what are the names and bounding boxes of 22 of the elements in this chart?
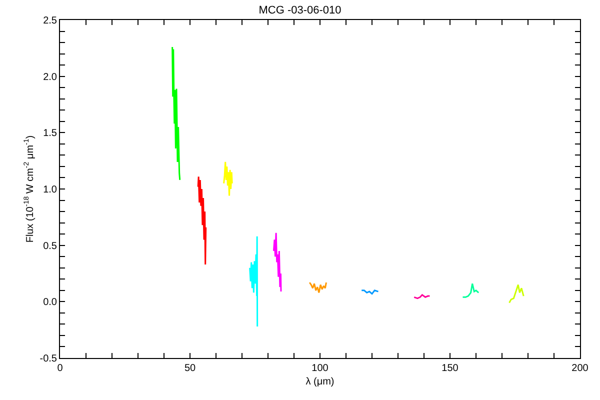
y-tick-label: 1.5 <box>43 128 58 140</box>
x-tick-label: 200 <box>572 363 589 374</box>
y-tick-label: 0.5 <box>43 240 58 252</box>
y-tick-label: 2.5 <box>43 16 58 26</box>
line-series <box>308 282 327 294</box>
x-tick-label: 150 <box>442 363 459 374</box>
y-tick-label: 1.0 <box>43 184 58 196</box>
line-series <box>462 282 480 298</box>
line-series <box>223 161 233 197</box>
x-tick-label: 100 <box>312 363 329 374</box>
y-tick-label: 2.0 <box>43 72 58 83</box>
x-tick-label: 0 <box>57 363 64 374</box>
y-tick-label: 0.0 <box>43 297 58 308</box>
x-axis-title: λ (μm) <box>306 376 334 388</box>
line-series <box>272 232 282 292</box>
line-series <box>172 46 181 181</box>
line-series <box>197 176 207 266</box>
chart-title: MCG -03-06-010 <box>258 4 342 17</box>
y-tick-label: -0.5 <box>40 354 58 364</box>
line-series <box>249 236 258 328</box>
line-series <box>508 284 524 304</box>
x-tick-label: 50 <box>184 363 196 374</box>
